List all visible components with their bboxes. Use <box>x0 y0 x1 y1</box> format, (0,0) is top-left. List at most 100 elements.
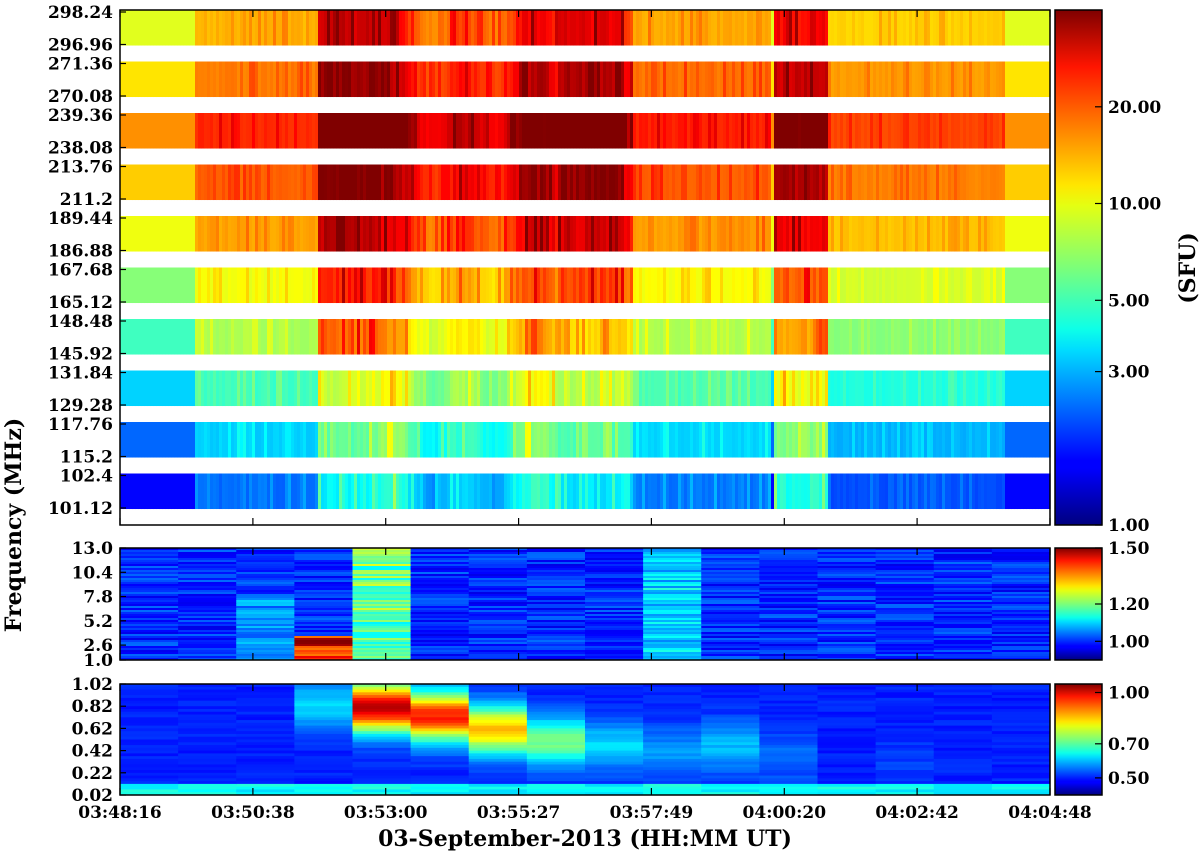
middle-cell <box>120 590 179 593</box>
middle-cell <box>410 578 470 581</box>
top-cell <box>426 267 430 304</box>
top-cell <box>828 113 832 149</box>
top-cell <box>933 319 937 355</box>
bottom-cell <box>410 753 470 757</box>
top-cell <box>858 113 862 149</box>
top-cell <box>450 370 454 407</box>
top-cell <box>348 164 352 201</box>
top-cell <box>873 113 877 149</box>
top-cell <box>135 113 139 149</box>
top-cell <box>258 370 262 407</box>
top-cell <box>552 267 556 304</box>
top-cell <box>963 113 967 149</box>
top-cell <box>387 473 391 510</box>
bottom-cell <box>817 697 877 702</box>
top-cell <box>306 216 310 252</box>
top-cell <box>864 164 868 201</box>
top-cell <box>393 164 397 201</box>
top-cell <box>576 164 580 201</box>
top-cell <box>399 216 403 252</box>
top-cell <box>129 113 133 149</box>
middle-cell <box>817 580 877 583</box>
top-cell <box>255 164 259 201</box>
bottom-cell <box>701 792 760 796</box>
top-cell <box>156 473 160 510</box>
top-cell <box>387 10 391 46</box>
bottom-cell <box>178 736 237 740</box>
top-cell <box>387 267 391 304</box>
middle-cell <box>526 606 586 609</box>
top-cell <box>846 370 850 407</box>
top-cell <box>597 319 601 355</box>
top-cell <box>705 216 709 252</box>
top-cell <box>639 164 643 201</box>
top-cell <box>849 164 853 201</box>
top-cell <box>372 267 376 304</box>
top-cell <box>783 10 787 46</box>
top-cell <box>357 164 361 201</box>
top-cell <box>876 319 880 355</box>
bottom-cell <box>352 770 412 774</box>
top-cell <box>435 267 439 304</box>
top-cell <box>873 319 877 355</box>
bottom-colorbar <box>1054 683 1103 796</box>
top-cell <box>126 216 130 252</box>
top-cell <box>318 10 322 46</box>
middle-cell <box>643 584 702 587</box>
middle-cell <box>585 574 644 577</box>
top-cell <box>426 113 430 149</box>
top-cell <box>294 319 298 355</box>
top-cell <box>327 164 331 201</box>
middle-cell <box>875 568 935 571</box>
top-cell <box>864 422 868 458</box>
top-cell <box>783 216 787 252</box>
top-cell <box>771 164 775 201</box>
middle-cell <box>468 616 528 619</box>
middle-cell <box>933 560 993 563</box>
top-cell <box>288 473 292 510</box>
bottom-cell <box>120 714 179 718</box>
top-cell <box>516 473 520 510</box>
top-cell <box>798 267 802 304</box>
middle-cell <box>875 606 935 609</box>
top-cell <box>612 61 616 98</box>
top-cell <box>420 164 424 201</box>
top-cell <box>450 422 454 458</box>
top-cell <box>951 61 955 98</box>
middle-cell <box>585 656 644 659</box>
top-cell <box>225 267 229 304</box>
middle-cell <box>178 642 237 645</box>
middle-cell <box>468 644 528 647</box>
top-cell <box>228 267 232 304</box>
top-cell <box>321 10 325 46</box>
top-cell <box>588 422 592 458</box>
middle-cell <box>294 644 354 647</box>
top-cell <box>882 164 886 201</box>
top-cell <box>348 370 352 407</box>
top-cell <box>795 422 799 458</box>
middle-cell <box>585 648 644 651</box>
top-cell <box>810 61 814 98</box>
top-cell <box>297 422 301 458</box>
top-cell <box>294 113 298 149</box>
middle-cell <box>178 556 237 559</box>
top-cell <box>855 422 859 458</box>
top-cell <box>405 10 409 46</box>
top-cell <box>180 267 184 304</box>
bottom-cell <box>585 739 644 743</box>
top-cell <box>195 10 199 46</box>
top-cell <box>456 473 460 510</box>
bottom-cell <box>410 717 470 721</box>
bottom-cell <box>643 745 702 749</box>
top-cell <box>300 473 304 510</box>
top-cell <box>237 319 241 355</box>
middle-cell <box>468 588 528 591</box>
top-cell <box>720 61 724 98</box>
top-cell <box>453 10 457 46</box>
top-cell <box>987 164 991 201</box>
top-cell <box>744 61 748 98</box>
top-cell <box>861 164 865 201</box>
middle-cell <box>468 642 528 645</box>
top-cell <box>825 61 829 98</box>
middle-cell <box>120 620 179 623</box>
